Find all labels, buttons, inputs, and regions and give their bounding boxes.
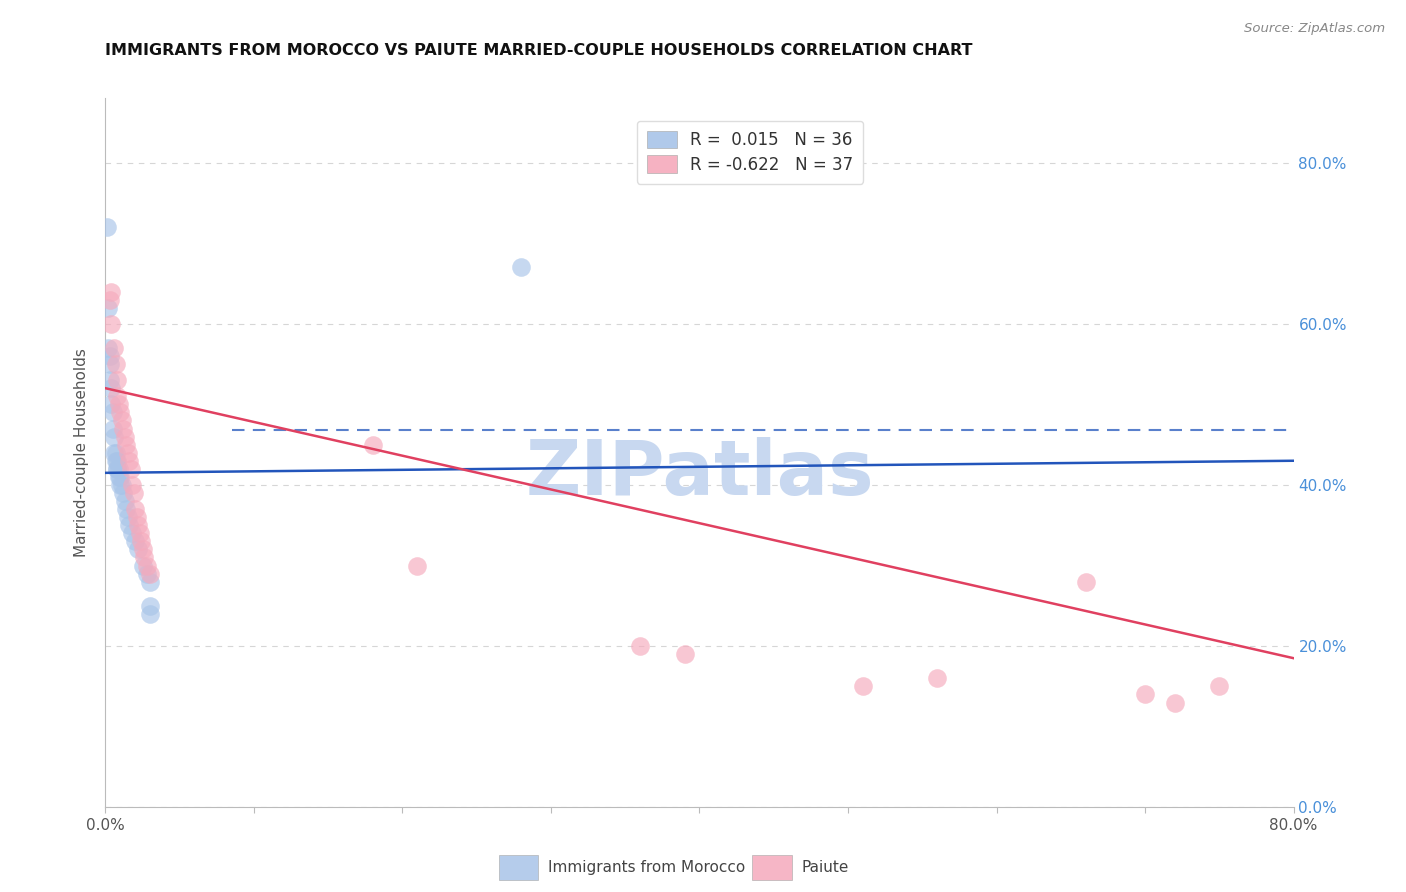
Point [129,534,152,549]
Point [103,341,125,355]
Text: Source: ZipAtlas.com: Source: ZipAtlas.com [1244,22,1385,36]
Point [124,502,146,516]
Point [100,397,122,411]
Point [111,413,134,427]
Point [98,357,121,371]
Point [124,534,146,549]
Point [105,454,128,468]
Point [406,558,429,573]
Point [127,518,149,533]
Point [131,542,153,557]
Point [673,647,696,661]
Point [101,421,124,435]
Point [510,260,533,275]
Point [96,220,118,235]
Text: Immigrants from Morocco: Immigrants from Morocco [548,860,745,874]
Point [361,437,384,451]
Point [112,421,135,435]
Point [117,510,139,524]
Point [100,317,122,331]
Point [122,486,145,500]
Point [103,429,125,443]
Point [97,301,120,315]
Point [108,462,131,476]
Point [131,558,153,573]
Point [105,389,128,403]
Y-axis label: Married-couple Households: Married-couple Households [75,348,90,558]
Point [136,566,159,581]
Point [104,357,127,371]
Point [115,502,138,516]
Point [98,349,121,363]
Point [110,478,132,492]
Point [105,373,128,387]
Point [97,341,120,355]
Point [628,639,651,653]
Point [111,478,134,492]
Point [125,510,148,524]
Point [103,446,125,460]
Legend: R =  0.015   N = 36, R = -0.622   N = 37: R = 0.015 N = 36, R = -0.622 N = 37 [637,120,863,184]
Point [104,446,127,460]
Point [127,542,149,557]
Point [139,574,162,589]
Point [105,462,128,476]
Text: ZIPatlas: ZIPatlas [526,437,873,511]
Point [108,397,131,411]
Point [110,470,132,484]
Point [110,405,132,419]
Point [118,518,141,533]
Point [105,462,128,476]
Point [852,679,875,693]
Point [101,405,124,419]
Point [927,671,949,685]
Point [120,462,142,476]
Point [136,558,159,573]
Point [98,373,121,387]
Point [121,478,143,492]
Point [1074,574,1097,589]
Point [139,607,162,621]
Text: IMMIGRANTS FROM MOROCCO VS PAIUTE MARRIED-COUPLE HOUSEHOLDS CORRELATION CHART: IMMIGRANTS FROM MOROCCO VS PAIUTE MARRIE… [105,43,973,58]
Point [121,526,143,541]
Point [114,429,136,443]
Point [114,494,136,508]
Point [98,293,121,307]
Point [132,550,155,565]
Point [1133,688,1156,702]
Point [104,454,127,468]
Point [115,437,138,451]
Point [108,470,131,484]
Point [100,285,122,299]
Point [139,599,162,613]
Point [139,566,162,581]
Point [112,486,135,500]
Point [1164,696,1187,710]
Text: Paiute: Paiute [801,860,849,874]
Point [118,454,141,468]
Point [117,446,139,460]
Point [100,381,122,395]
Point [1208,679,1230,693]
Point [128,526,150,541]
